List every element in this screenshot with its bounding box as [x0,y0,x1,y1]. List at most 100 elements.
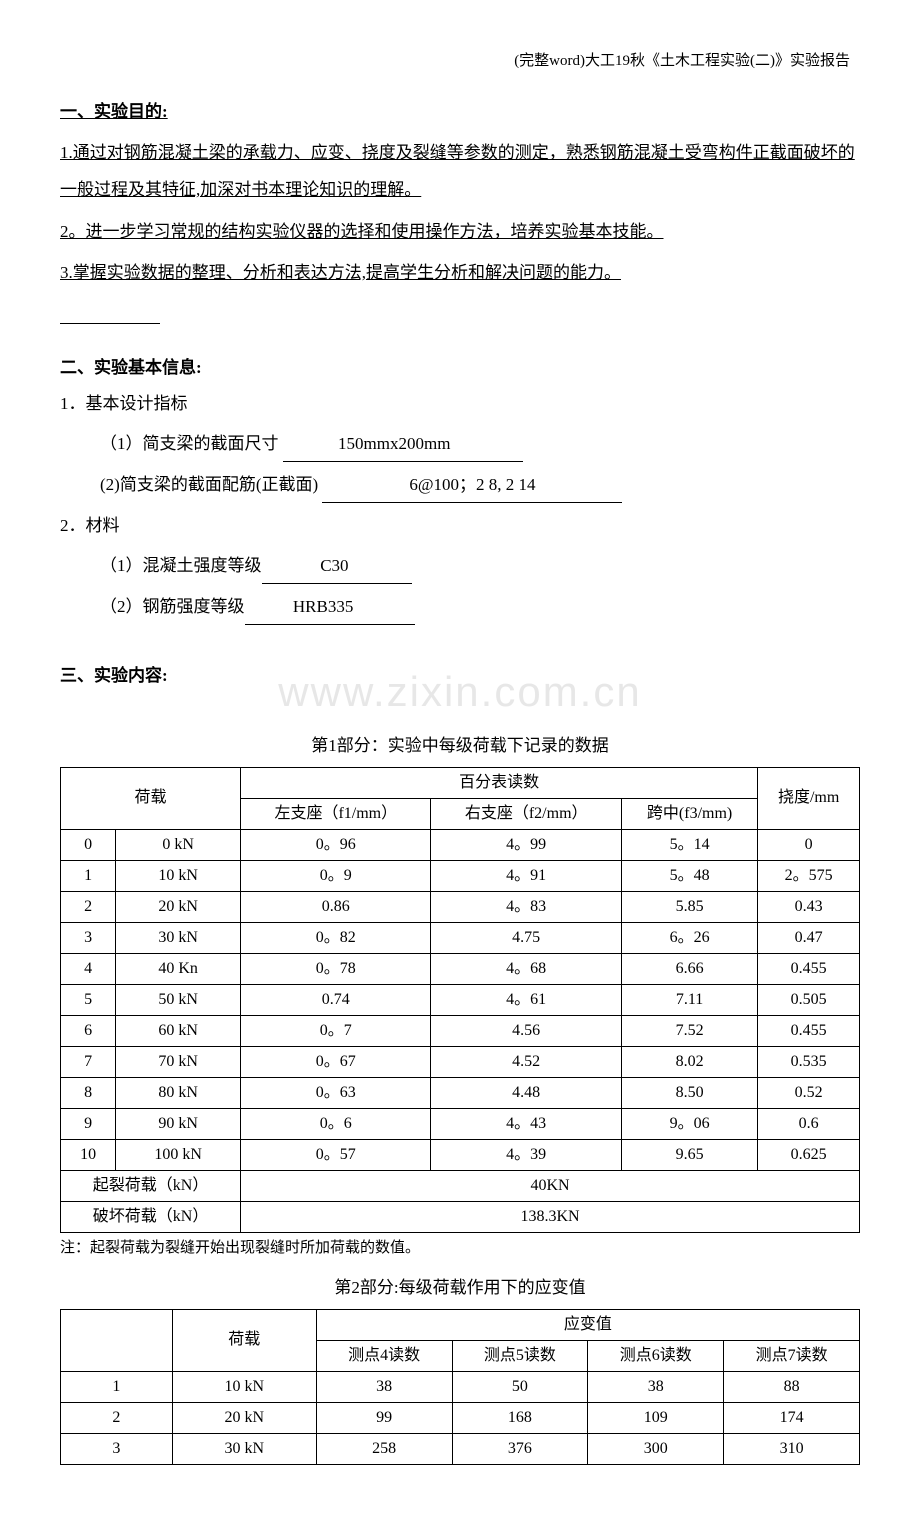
s2-r4-val: HRB335 [293,597,353,616]
s1-line3: 3.掌握实验数据的整理、分析和表达方法,提高学生分析和解决问题的能力。 [60,254,860,291]
table-cell: 4.75 [431,922,621,953]
table-cell: 0.535 [758,1046,860,1077]
table-cell: 3 [61,922,116,953]
s2-row3: （1）混凝土强度等级 C30 [100,549,860,584]
page-header: (完整word)大工19秋《土木工程实验(二)》实验报告 [60,50,860,73]
t1-h-left: 左支座（f1/mm） [241,798,431,829]
table-row: 880 kN0。634.488.500.52 [61,1077,860,1108]
s2-r2-val: 6@100；2 8, 2 14 [405,475,540,494]
t1-fail-label: 破坏荷载（kN） [61,1201,241,1232]
s2-sub1: 1．基本设计指标 [60,387,860,421]
table-cell: 0.43 [758,891,860,922]
table-cell: 70 kN [116,1046,241,1077]
table-cell: 310 [724,1433,860,1464]
table-cell: 0。57 [241,1139,431,1170]
table-row: 00 kN0。964。995。140 [61,829,860,860]
table-cell: 9 [61,1108,116,1139]
table2: 荷载 应变值 测点4读数 测点5读数 测点6读数 测点7读数 110 kN385… [60,1309,860,1465]
s2-sub2: 2．材料 [60,509,860,543]
table-cell: 7.52 [621,1015,757,1046]
table-row: 220 kN0.864。835.850.43 [61,891,860,922]
s2-r3-fill: C30 [262,549,412,584]
table-cell: 0.455 [758,953,860,984]
table-cell: 2 [61,891,116,922]
s2-r1-label: （1）简支梁的截面尺寸 [100,434,283,453]
t1-h-dial: 百分表读数 [241,767,758,798]
table-cell: 9。06 [621,1108,757,1139]
table1: 荷载 百分表读数 挠度/mm 左支座（f1/mm） 右支座（f2/mm） 跨中(… [60,767,860,1233]
table-cell: 0 [61,829,116,860]
s2-r4-fill: HRB335 [245,590,415,625]
table-row: 770 kN0。674.528.020.535 [61,1046,860,1077]
table-cell: 6。26 [621,922,757,953]
s2-row2: (2)简支梁的截面配筋(正截面) 6@100；2 8, 2 14 [100,468,860,503]
table-cell: 0。63 [241,1077,431,1108]
table-cell: 5.85 [621,891,757,922]
t2-h-blank [61,1309,173,1371]
section1-title: 一、实验目的: [60,93,860,130]
table-cell: 7 [61,1046,116,1077]
table-cell: 2。575 [758,860,860,891]
table-cell: 2 [61,1402,173,1433]
t2-h-load: 荷载 [172,1309,316,1371]
table-cell: 4。83 [431,891,621,922]
table-cell: 1 [61,860,116,891]
t2-h-strain: 应变值 [316,1309,859,1340]
table1-note: 注：起裂荷载为裂缝开始出现裂缝时所加荷载的数值。 [60,1237,860,1260]
table-row: 660 kN0。74.567.520.455 [61,1015,860,1046]
table-cell: 376 [452,1433,588,1464]
table-row: 起裂荷载（kN） 40KN [61,1170,860,1201]
table-cell: 8.50 [621,1077,757,1108]
table-cell: 5 [61,984,116,1015]
table-cell: 88 [724,1371,860,1402]
table-cell: 3 [61,1433,173,1464]
table-cell: 0.505 [758,984,860,1015]
table-row: 330 kN0。824.756。260.47 [61,922,860,953]
table-cell: 20 kN [116,891,241,922]
s2-r2-fill: 6@100；2 8, 2 14 [322,468,622,503]
s2-r2-label: (2)简支梁的截面配筋(正截面) [100,475,322,494]
t1-h-load: 荷载 [61,767,241,829]
t1-crack-label: 起裂荷载（kN） [61,1170,241,1201]
table-cell: 4。39 [431,1139,621,1170]
table-row: 220 kN99168109174 [61,1402,860,1433]
table-cell: 168 [452,1402,588,1433]
table-cell: 100 kN [116,1139,241,1170]
section3-title: 三、实验内容: [60,663,860,689]
table-cell: 0。96 [241,829,431,860]
table-cell: 0.455 [758,1015,860,1046]
t1-fail-val: 138.3KN [241,1201,860,1232]
table-cell: 10 kN [116,860,241,891]
table-cell: 4。68 [431,953,621,984]
t1-h-def: 挠度/mm [758,767,860,829]
table-cell: 90 kN [116,1108,241,1139]
table-cell: 0.74 [241,984,431,1015]
table-row: 330 kN258376300310 [61,1433,860,1464]
table-cell: 30 kN [116,922,241,953]
table-cell: 7.11 [621,984,757,1015]
s1-line2: 2。进一步学习常规的结构实验仪器的选择和使用操作方法，培养实验基本技能。 [60,213,860,250]
t2-h4: 测点4读数 [316,1340,452,1371]
table-cell: 38 [588,1371,724,1402]
table-cell: 30 kN [172,1433,316,1464]
table2-title: 第2部分:每级荷载作用下的应变值 [60,1275,860,1301]
table-cell: 50 kN [116,984,241,1015]
s2-row1: （1）简支梁的截面尺寸 150mmx200mm [100,427,860,462]
table-row: 荷载 应变值 [61,1309,860,1340]
table1-title: 第1部分：实验中每级荷载下记录的数据 [60,733,860,759]
table-cell: 4。61 [431,984,621,1015]
table-cell: 5。48 [621,860,757,891]
table-cell: 0。6 [241,1108,431,1139]
table-cell: 109 [588,1402,724,1433]
table-cell: 9.65 [621,1139,757,1170]
table-cell: 0.6 [758,1108,860,1139]
s2-r4-label: （2）钢筋强度等级 [100,597,245,616]
table-cell: 300 [588,1433,724,1464]
table-cell: 0。9 [241,860,431,891]
s2-r3-val: C30 [320,556,348,575]
table-row: 破坏荷载（kN） 138.3KN [61,1201,860,1232]
table-cell: 0.86 [241,891,431,922]
table-cell: 4。43 [431,1108,621,1139]
table-cell: 6 [61,1015,116,1046]
table-cell: 38 [316,1371,452,1402]
